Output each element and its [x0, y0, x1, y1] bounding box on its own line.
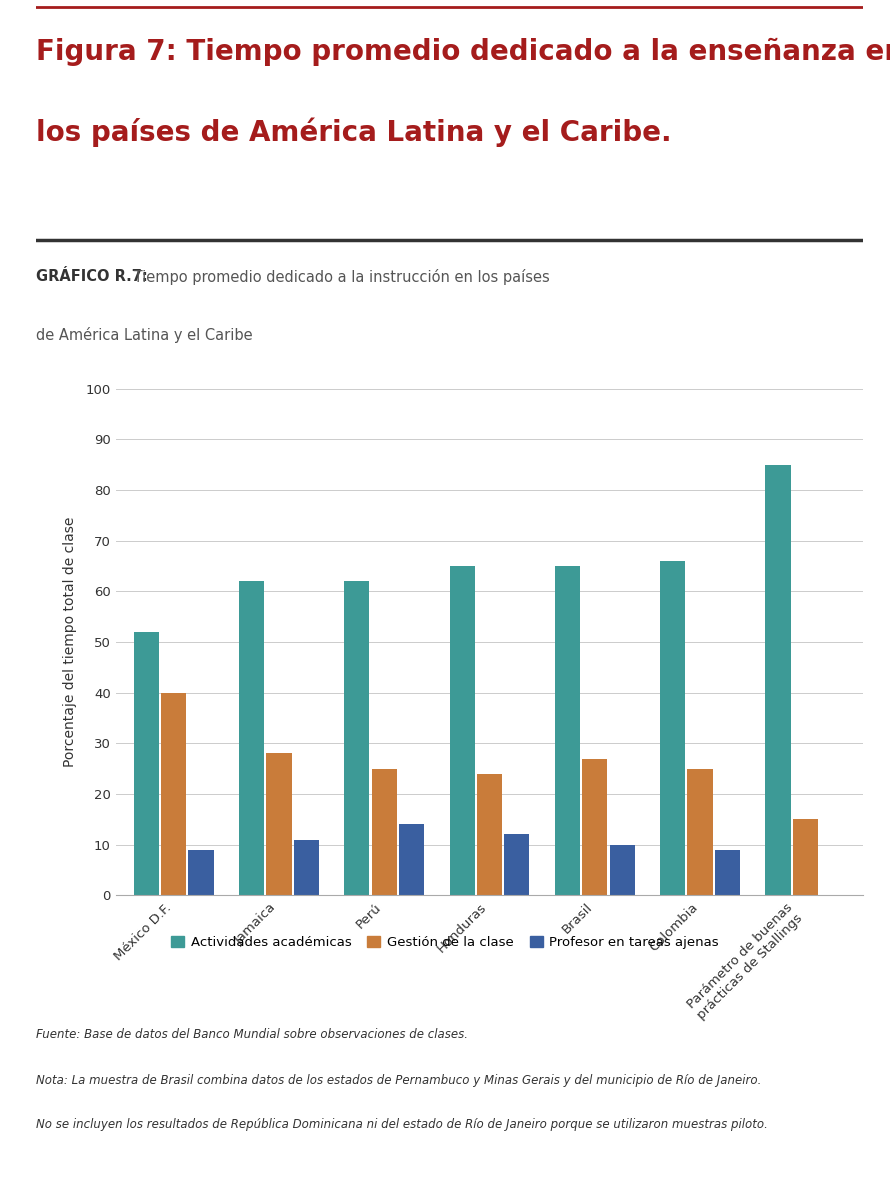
Bar [449, 567, 474, 895]
Bar [294, 840, 319, 895]
Bar [660, 561, 685, 895]
Bar [765, 464, 790, 895]
Text: los países de América Latina y el Caribe.: los países de América Latina y el Caribe… [36, 118, 671, 147]
Text: Fuente: Base de datos del Banco Mundial sobre observaciones de clases.: Fuente: Base de datos del Banco Mundial … [36, 1027, 467, 1041]
Y-axis label: Porcentaje del tiempo total de clase: Porcentaje del tiempo total de clase [63, 517, 77, 767]
Bar [344, 581, 369, 895]
Bar [239, 581, 264, 895]
Bar [582, 759, 607, 895]
Bar [554, 567, 580, 895]
Text: GRÁFICO R.7:: GRÁFICO R.7: [36, 270, 148, 284]
Bar [372, 769, 397, 895]
Bar [687, 769, 713, 895]
Bar [399, 825, 425, 895]
Bar [189, 849, 214, 895]
Legend: Actividades académicas, Gestión de la clase, Profesor en tareas ajenas: Actividades académicas, Gestión de la cl… [166, 931, 724, 954]
Bar [505, 834, 530, 895]
Text: Nota: La muestra de Brasil combina datos de los estados de Pernambuco y Minas Ge: Nota: La muestra de Brasil combina datos… [36, 1074, 761, 1087]
Text: Figura 7: Tiempo promedio dedicado a la enseñanza en: Figura 7: Tiempo promedio dedicado a la … [36, 38, 890, 66]
Bar [134, 631, 158, 895]
Bar [610, 845, 635, 895]
Bar [793, 820, 818, 895]
Text: de América Latina y el Caribe: de América Latina y el Caribe [36, 327, 252, 344]
Text: Tiempo promedio dedicado a la instrucción en los países: Tiempo promedio dedicado a la instrucció… [129, 270, 550, 285]
Bar [477, 774, 502, 895]
Bar [715, 849, 740, 895]
Text: No se incluyen los resultados de República Dominicana ni del estado de Río de Ja: No se incluyen los resultados de Repúbli… [36, 1118, 767, 1131]
Bar [266, 754, 292, 895]
Bar [161, 693, 186, 895]
